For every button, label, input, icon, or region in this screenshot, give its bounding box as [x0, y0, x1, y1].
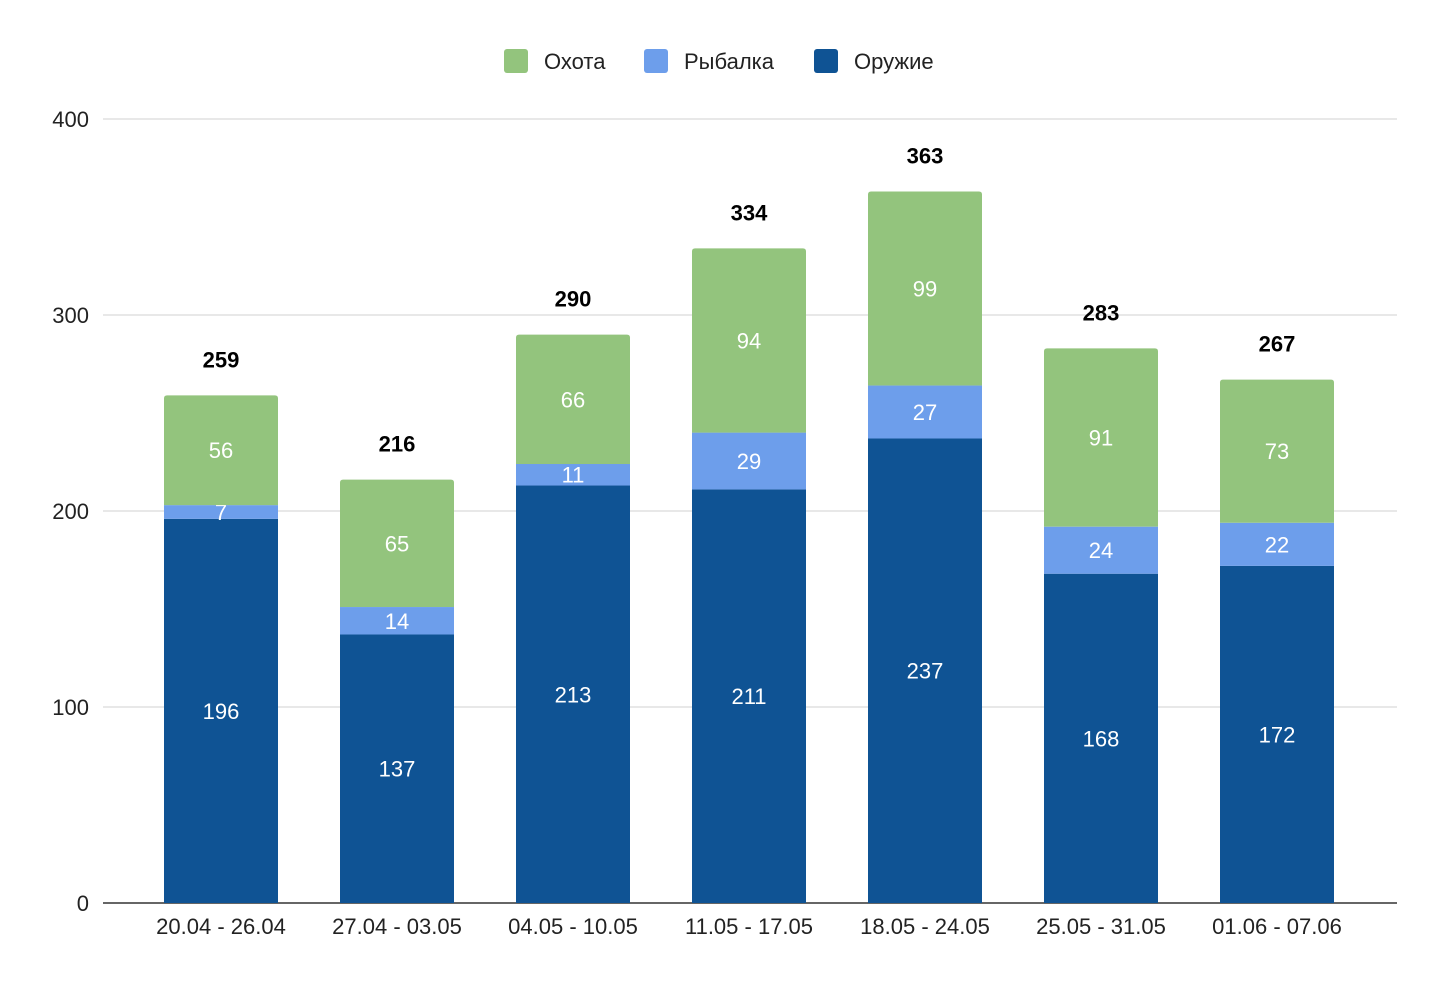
bar-stack: 196 7 56 259 [164, 347, 278, 903]
legend: Охота Рыбалка Оружие [504, 49, 934, 74]
data-label: 14 [385, 609, 409, 634]
data-label: 56 [209, 438, 233, 463]
total-label: 259 [203, 347, 240, 372]
bar-segment [1220, 565, 1334, 903]
bar-stack: 172 22 73 267 [1220, 332, 1334, 903]
data-label: 66 [561, 387, 585, 412]
bar-segment [868, 438, 982, 903]
bar-segment [164, 505, 278, 519]
x-tick-label: 01.06 - 07.06 [1212, 914, 1342, 939]
bar-stack: 211 29 94 334 [692, 200, 806, 903]
y-tick-label: 0 [77, 891, 89, 916]
y-tick-label: 100 [52, 695, 89, 720]
bar-segment [516, 334, 630, 464]
data-label: 27 [913, 400, 937, 425]
x-tick-label: 11.05 - 17.05 [685, 914, 813, 939]
data-label: 65 [385, 531, 409, 556]
total-label: 334 [731, 200, 768, 225]
data-label: 7 [215, 500, 227, 525]
legend-label: Оружие [854, 49, 934, 74]
y-tick-label: 300 [52, 303, 89, 328]
total-label: 283 [1083, 300, 1120, 325]
bar-segment [1220, 379, 1334, 523]
bar-stack: 137 14 65 216 [340, 432, 454, 903]
data-label: 213 [555, 682, 592, 707]
x-tick-label: 20.04 - 26.04 [156, 914, 286, 939]
bar-segment [868, 191, 982, 386]
bar-segment [164, 395, 278, 506]
bar-segment [516, 463, 630, 486]
total-label: 290 [555, 287, 592, 312]
bar-segment [1044, 526, 1158, 574]
data-label: 99 [913, 277, 937, 302]
data-label: 11 [562, 463, 585, 488]
data-label: 211 [731, 684, 766, 709]
legend-swatch [504, 49, 528, 73]
legend-item: Охота [504, 49, 606, 74]
data-label: 24 [1089, 538, 1113, 563]
data-label: 94 [737, 328, 761, 353]
x-tick-label: 27.04 - 03.05 [332, 914, 462, 939]
bar-segment [692, 248, 806, 433]
legend-swatch [644, 49, 668, 73]
data-label: 196 [203, 699, 240, 724]
data-label: 91 [1089, 426, 1113, 451]
total-label: 267 [1259, 332, 1296, 357]
y-tick-label: 400 [52, 107, 89, 132]
bars: 1967562591371465216213116629021129943342… [164, 144, 1334, 903]
bar-segment [1044, 573, 1158, 903]
x-tick-label: 04.05 - 10.05 [508, 914, 638, 939]
data-label: 172 [1259, 722, 1296, 747]
bar-segment [516, 485, 630, 903]
legend-label: Рыбалка [684, 49, 775, 74]
total-label: 216 [379, 432, 416, 457]
data-label: 168 [1083, 726, 1120, 751]
bar-segment [1220, 522, 1334, 566]
x-tick-label: 25.05 - 31.05 [1036, 914, 1166, 939]
legend-swatch [814, 49, 838, 73]
x-tick-label: 18.05 - 24.05 [860, 914, 990, 939]
bar-segment [1044, 348, 1158, 527]
data-label: 237 [907, 659, 944, 684]
bar-segment [164, 518, 278, 903]
y-tick-label: 200 [52, 499, 89, 524]
legend-label: Охота [544, 49, 606, 74]
x-axis: 20.04 - 26.04 27.04 - 03.05 04.05 - 10.05 1… [156, 914, 1342, 939]
bar-segment [340, 479, 454, 608]
bar-segment [868, 385, 982, 439]
bar-segment [340, 634, 454, 903]
bar-stack: 237 27 99 363 [868, 144, 982, 903]
data-label: 73 [1265, 439, 1289, 464]
bar-segment [340, 607, 454, 635]
bar-stack: 168 24 91 283 [1044, 300, 1158, 903]
data-label: 137 [379, 757, 416, 782]
bar-segment [692, 432, 806, 490]
data-label: 22 [1265, 532, 1289, 557]
bar-stack: 213 11 66 290 [516, 287, 630, 903]
legend-item: Оружие [814, 49, 934, 74]
data-label: 29 [737, 449, 761, 474]
total-label: 363 [907, 144, 944, 169]
bar-segment [692, 489, 806, 903]
legend-item: Рыбалка [644, 49, 775, 74]
